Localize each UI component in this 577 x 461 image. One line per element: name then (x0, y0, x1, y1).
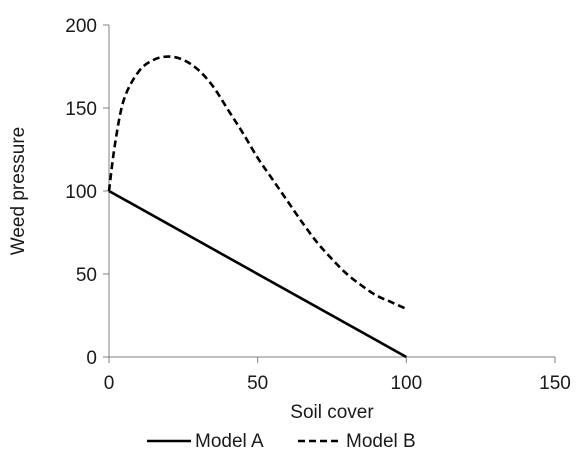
x-ticks: 0 50 100 150 (104, 357, 571, 394)
y-tick-label: 0 (86, 348, 97, 369)
y-tick-label: 150 (65, 99, 97, 120)
series-line-model-a (108, 189, 407, 359)
x-axis-title: Soil cover (290, 402, 374, 423)
x-tick-label: 100 (390, 373, 422, 394)
y-tick-label: 50 (76, 265, 97, 286)
legend: Model A Model B (147, 431, 416, 452)
y-tick-label: 100 (65, 182, 97, 203)
series-layer (107, 55, 407, 359)
legend-label-model-a: Model A (195, 431, 264, 452)
legend-label-model-b: Model B (346, 431, 416, 452)
y-ticks: 0 50 100 150 200 (65, 16, 109, 369)
y-tick-label: 200 (65, 16, 97, 37)
y-axis-title: Weed pressure (8, 127, 29, 256)
x-tick-label: 150 (539, 373, 571, 394)
x-tick-label: 0 (104, 373, 115, 394)
series-line-model-b (107, 55, 407, 311)
axes: 0 50 100 150 200 0 50 100 150 (65, 16, 571, 394)
x-tick-label: 50 (247, 373, 268, 394)
